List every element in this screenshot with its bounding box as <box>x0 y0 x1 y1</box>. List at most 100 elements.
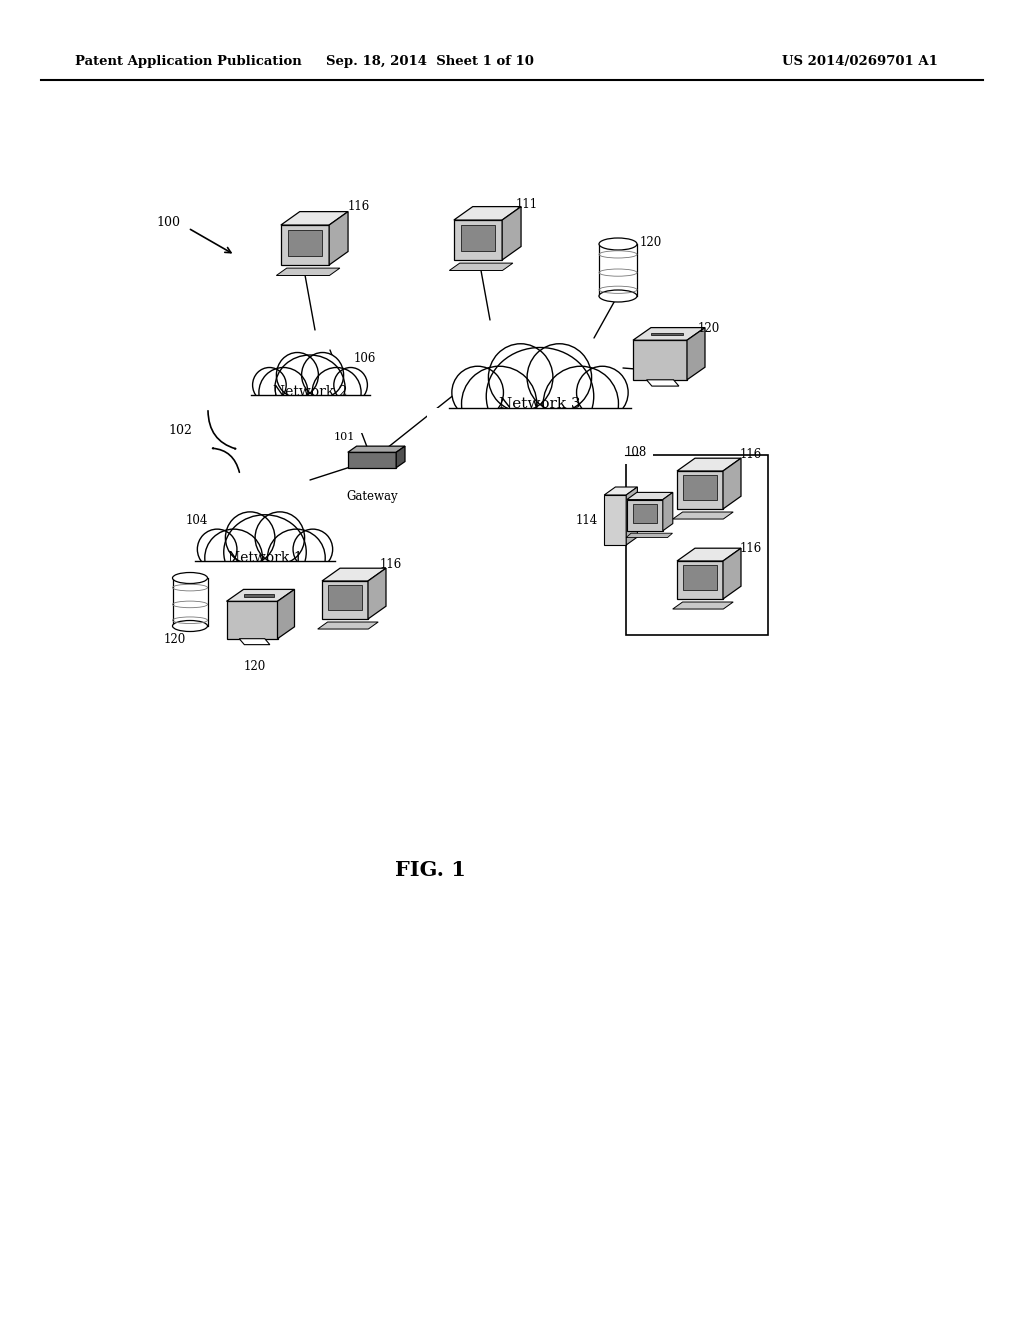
FancyArrowPatch shape <box>208 411 236 449</box>
Text: 116: 116 <box>380 558 402 572</box>
Bar <box>178 561 351 603</box>
Ellipse shape <box>543 366 618 441</box>
Ellipse shape <box>172 573 208 583</box>
Polygon shape <box>348 453 396 467</box>
Text: US 2014/0269701 A1: US 2014/0269701 A1 <box>782 55 938 69</box>
Ellipse shape <box>312 367 361 417</box>
Text: 114: 114 <box>575 513 598 527</box>
Polygon shape <box>627 487 637 545</box>
Bar <box>626 455 768 635</box>
Polygon shape <box>317 622 378 630</box>
Ellipse shape <box>599 290 637 302</box>
Text: Gateway: Gateway <box>346 490 397 503</box>
Ellipse shape <box>462 366 537 441</box>
Ellipse shape <box>275 355 345 420</box>
Polygon shape <box>322 568 386 581</box>
Polygon shape <box>677 548 741 561</box>
FancyArrowPatch shape <box>213 447 240 473</box>
Text: Network 1: Network 1 <box>227 550 302 565</box>
Polygon shape <box>368 568 386 619</box>
Ellipse shape <box>334 367 368 403</box>
Polygon shape <box>673 512 733 519</box>
Polygon shape <box>281 211 348 224</box>
Text: 111: 111 <box>516 198 539 211</box>
Text: 120: 120 <box>244 660 266 673</box>
Polygon shape <box>604 495 627 545</box>
Ellipse shape <box>527 343 592 412</box>
Polygon shape <box>604 487 637 495</box>
Polygon shape <box>461 224 496 251</box>
Ellipse shape <box>224 515 306 590</box>
Polygon shape <box>626 533 673 537</box>
Polygon shape <box>683 565 717 590</box>
Polygon shape <box>651 333 683 335</box>
Text: 100: 100 <box>156 215 180 228</box>
Polygon shape <box>677 561 723 599</box>
Text: Network 2: Network 2 <box>272 385 347 400</box>
Ellipse shape <box>577 366 628 418</box>
Polygon shape <box>450 263 513 271</box>
Polygon shape <box>627 492 673 499</box>
Polygon shape <box>329 211 348 265</box>
Text: 120: 120 <box>164 634 186 645</box>
Ellipse shape <box>452 366 504 418</box>
FancyBboxPatch shape <box>172 578 208 626</box>
Ellipse shape <box>599 238 637 249</box>
Text: 116: 116 <box>348 201 371 214</box>
Polygon shape <box>633 327 705 341</box>
Polygon shape <box>677 471 723 510</box>
Text: Sep. 18, 2014  Sheet 1 of 10: Sep. 18, 2014 Sheet 1 of 10 <box>326 55 534 69</box>
Polygon shape <box>677 458 741 471</box>
Ellipse shape <box>486 347 594 445</box>
Text: Network 3: Network 3 <box>499 397 581 411</box>
Polygon shape <box>240 639 270 644</box>
Text: 102: 102 <box>168 424 193 437</box>
Polygon shape <box>226 590 295 602</box>
Text: 106: 106 <box>354 351 377 364</box>
Ellipse shape <box>293 529 333 569</box>
Polygon shape <box>288 230 323 256</box>
Ellipse shape <box>225 512 274 564</box>
Text: FIG. 1: FIG. 1 <box>394 861 466 880</box>
Polygon shape <box>276 268 340 276</box>
Text: 120: 120 <box>640 235 663 248</box>
Ellipse shape <box>488 343 553 412</box>
Bar <box>427 408 653 463</box>
Polygon shape <box>627 499 663 531</box>
Polygon shape <box>663 492 673 531</box>
Text: 116: 116 <box>740 449 762 462</box>
Text: Patent Application Publication: Patent Application Publication <box>75 55 302 69</box>
Ellipse shape <box>259 367 308 417</box>
Polygon shape <box>633 341 687 380</box>
Ellipse shape <box>267 529 326 586</box>
Ellipse shape <box>172 620 208 631</box>
Ellipse shape <box>198 529 237 569</box>
Polygon shape <box>646 380 679 385</box>
Polygon shape <box>723 548 741 599</box>
Polygon shape <box>329 585 361 610</box>
Polygon shape <box>723 458 741 510</box>
Polygon shape <box>244 594 274 597</box>
Text: 104: 104 <box>185 513 208 527</box>
Polygon shape <box>502 207 521 260</box>
Bar <box>237 395 384 433</box>
Polygon shape <box>633 504 657 523</box>
Ellipse shape <box>276 352 318 397</box>
Polygon shape <box>673 602 733 609</box>
Ellipse shape <box>205 529 262 586</box>
Polygon shape <box>454 220 502 260</box>
FancyBboxPatch shape <box>599 244 637 296</box>
Polygon shape <box>322 581 368 619</box>
Text: 120: 120 <box>698 322 720 334</box>
Text: 116: 116 <box>740 541 762 554</box>
Ellipse shape <box>253 367 286 403</box>
Polygon shape <box>683 475 717 500</box>
Text: 108: 108 <box>625 446 647 459</box>
Polygon shape <box>226 602 278 639</box>
Ellipse shape <box>302 352 344 397</box>
Polygon shape <box>278 590 295 639</box>
Text: 101: 101 <box>334 432 355 442</box>
Polygon shape <box>281 224 329 265</box>
Polygon shape <box>454 207 521 220</box>
Polygon shape <box>348 446 406 453</box>
